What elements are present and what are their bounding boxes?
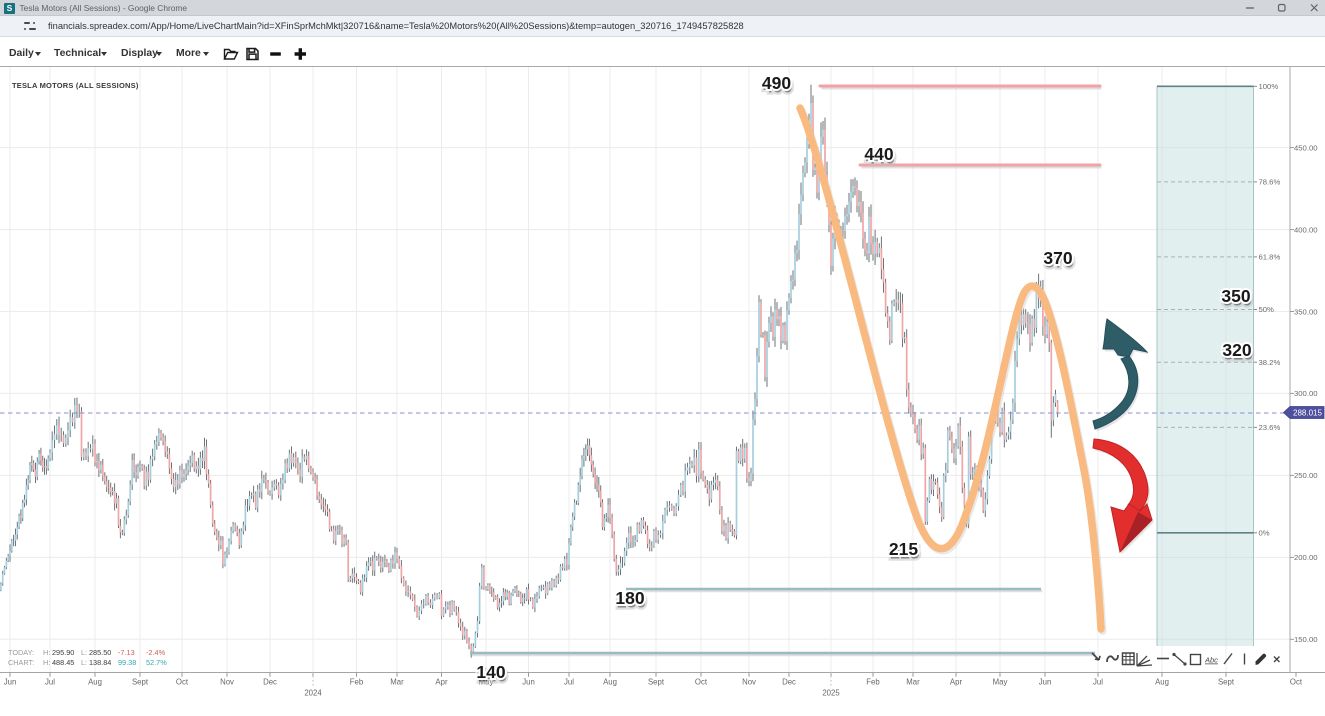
- svg-text:285.50: 285.50: [89, 648, 111, 657]
- svg-text:Feb: Feb: [350, 678, 364, 687]
- svg-text:52.7%: 52.7%: [146, 658, 167, 667]
- svg-text:488.45: 488.45: [52, 658, 74, 667]
- svg-text:Jun: Jun: [522, 678, 535, 687]
- svg-text:200.00: 200.00: [1294, 553, 1318, 562]
- svg-text:Mar: Mar: [906, 678, 920, 687]
- svg-text:Jul: Jul: [564, 678, 574, 687]
- svg-text:Oct: Oct: [695, 678, 708, 687]
- svg-text:Jul: Jul: [1093, 678, 1103, 687]
- svg-text:78.6%: 78.6%: [1259, 178, 1281, 187]
- svg-text:L:: L:: [81, 658, 87, 667]
- svg-text:Sept: Sept: [648, 678, 665, 687]
- svg-text:Jul: Jul: [45, 678, 55, 687]
- svg-text:215: 215: [890, 543, 919, 563]
- svg-text:370: 370: [1045, 252, 1074, 272]
- svg-text:440: 440: [864, 144, 893, 164]
- svg-text:295.90: 295.90: [52, 648, 74, 657]
- svg-text:150.00: 150.00: [1294, 635, 1318, 644]
- svg-text:Apr: Apr: [950, 678, 963, 687]
- svg-text:50%: 50%: [1259, 305, 1275, 314]
- svg-text:350: 350: [1223, 290, 1252, 310]
- svg-text:TESLA MOTORS (ALL SESSIONS): TESLA MOTORS (ALL SESSIONS): [12, 81, 139, 90]
- svg-text:Oct: Oct: [176, 678, 189, 687]
- svg-text:450.00: 450.00: [1294, 143, 1318, 152]
- svg-text:300.00: 300.00: [1294, 389, 1318, 398]
- svg-text:-7.13: -7.13: [118, 648, 135, 657]
- svg-text:H:: H:: [43, 648, 50, 657]
- svg-text:Nov: Nov: [220, 678, 234, 687]
- svg-text:0%: 0%: [1259, 528, 1270, 537]
- svg-text:180: 180: [617, 592, 646, 612]
- svg-text:-2.4%: -2.4%: [146, 648, 166, 657]
- svg-text:CHART:: CHART:: [8, 658, 34, 667]
- svg-text:350.00: 350.00: [1294, 307, 1318, 316]
- svg-text:Jun: Jun: [1039, 678, 1052, 687]
- svg-text:Jun: Jun: [4, 678, 17, 687]
- svg-text:Nov: Nov: [742, 678, 756, 687]
- svg-text:Aug: Aug: [88, 678, 102, 687]
- svg-text:Abc: Abc: [1204, 656, 1218, 665]
- svg-text:100%: 100%: [1259, 82, 1279, 91]
- svg-text:138.84: 138.84: [89, 658, 111, 667]
- svg-text:Sept: Sept: [132, 678, 149, 687]
- svg-text:288.015: 288.015: [1293, 409, 1322, 418]
- svg-text:May: May: [993, 678, 1008, 687]
- svg-text:H:: H:: [43, 658, 50, 667]
- svg-text:L:: L:: [81, 648, 87, 657]
- svg-text:Dec: Dec: [782, 678, 796, 687]
- svg-text:400.00: 400.00: [1294, 225, 1318, 234]
- svg-text:Apr: Apr: [435, 678, 448, 687]
- svg-text:May: May: [479, 678, 494, 687]
- svg-text:Aug: Aug: [1155, 678, 1169, 687]
- svg-text:99.38: 99.38: [118, 658, 136, 667]
- svg-text:2024: 2024: [304, 689, 322, 698]
- svg-text:320: 320: [1222, 340, 1251, 360]
- svg-text:38.2%: 38.2%: [1259, 358, 1281, 367]
- svg-text:490: 490: [763, 77, 792, 97]
- svg-text:140: 140: [476, 662, 505, 682]
- svg-text:Oct: Oct: [1290, 678, 1303, 687]
- svg-text:370: 370: [1043, 248, 1072, 268]
- svg-text:440: 440: [866, 148, 895, 168]
- svg-text:320: 320: [1224, 344, 1253, 364]
- svg-text:250.00: 250.00: [1294, 471, 1318, 480]
- svg-text:350: 350: [1221, 286, 1250, 306]
- svg-text:2025: 2025: [822, 689, 840, 698]
- svg-text:140: 140: [478, 666, 507, 686]
- svg-text:Sept: Sept: [1218, 678, 1235, 687]
- svg-text:TODAY:: TODAY:: [8, 648, 34, 657]
- svg-text:Aug: Aug: [603, 678, 617, 687]
- svg-text:Feb: Feb: [866, 678, 880, 687]
- svg-text:23.6%: 23.6%: [1259, 423, 1281, 432]
- svg-text:Dec: Dec: [263, 678, 277, 687]
- svg-text:Mar: Mar: [390, 678, 404, 687]
- svg-text:180: 180: [615, 588, 644, 608]
- svg-text:490: 490: [762, 73, 791, 93]
- svg-text:215: 215: [889, 539, 918, 559]
- svg-text:61.8%: 61.8%: [1259, 253, 1281, 262]
